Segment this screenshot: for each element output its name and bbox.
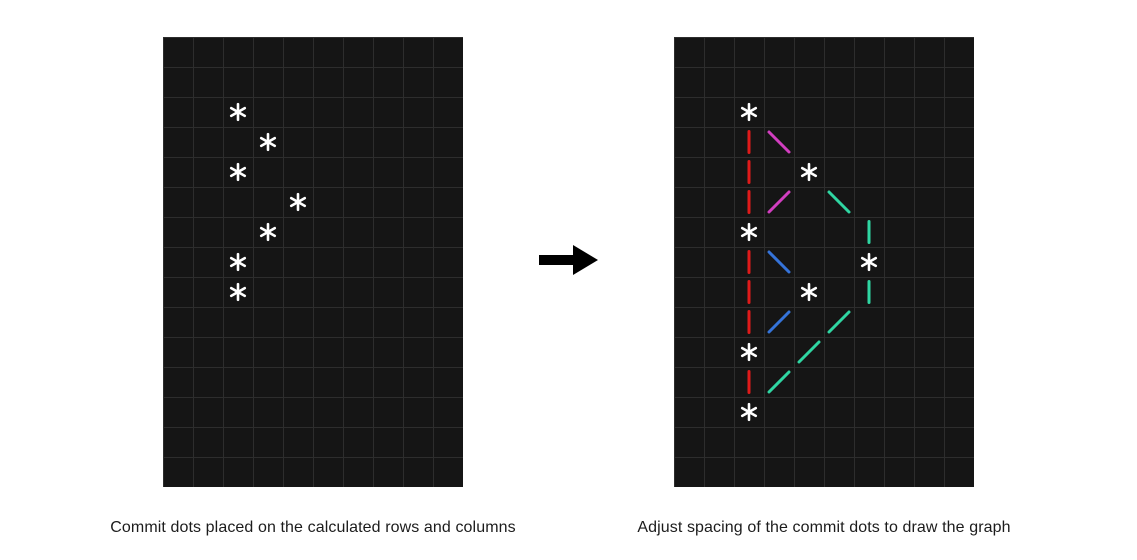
commit-dot — [229, 102, 247, 122]
branch-line-magenta — [767, 130, 791, 154]
commit-dot — [259, 222, 277, 242]
commit-dot-stroke — [229, 166, 247, 178]
commit-dot — [289, 192, 307, 212]
commit-dot — [860, 252, 878, 272]
commit-dot-stroke — [259, 226, 277, 238]
branch-line-blue — [767, 250, 791, 274]
commit-dot-stroke — [740, 226, 758, 238]
right-grid-drawing-layer — [740, 102, 878, 422]
left-grid-drawing-layer — [229, 102, 307, 302]
right-panel-caption: Adjust spacing of the commit dots to dra… — [637, 519, 1011, 536]
commit-dot-stroke — [229, 286, 247, 298]
branch-line-blue — [767, 310, 791, 334]
branch-line-magenta — [767, 190, 791, 214]
commit-dot — [229, 282, 247, 302]
commit-dot — [229, 162, 247, 182]
commit-dot-stroke — [229, 256, 247, 268]
commit-dot — [259, 132, 277, 152]
commit-dot-stroke — [289, 196, 307, 208]
right-commit-grid-panel — [674, 37, 974, 487]
commit-dot — [229, 252, 247, 272]
commit-dot-stroke — [229, 106, 247, 118]
branch-line-green — [827, 310, 851, 334]
commit-dot-stroke — [800, 286, 818, 298]
commit-dot — [740, 342, 758, 362]
commit-dot-stroke — [740, 346, 758, 358]
commit-dot-stroke — [740, 106, 758, 118]
right-arrow-icon — [539, 245, 598, 275]
commit-dot — [800, 282, 818, 302]
commit-dot — [800, 162, 818, 182]
left-panel-caption: Commit dots placed on the calculated row… — [110, 519, 516, 536]
branch-line-green — [797, 340, 821, 364]
commit-dot — [740, 222, 758, 242]
commit-dot — [740, 402, 758, 422]
branch-line-green — [767, 370, 791, 394]
commit-dot-stroke — [800, 166, 818, 178]
branch-line-green — [827, 190, 851, 214]
left-commit-grid-panel — [163, 37, 463, 487]
commit-dot-stroke — [259, 136, 277, 148]
commit-dot-stroke — [860, 256, 878, 268]
commit-dot — [740, 102, 758, 122]
commit-dot-stroke — [740, 406, 758, 418]
